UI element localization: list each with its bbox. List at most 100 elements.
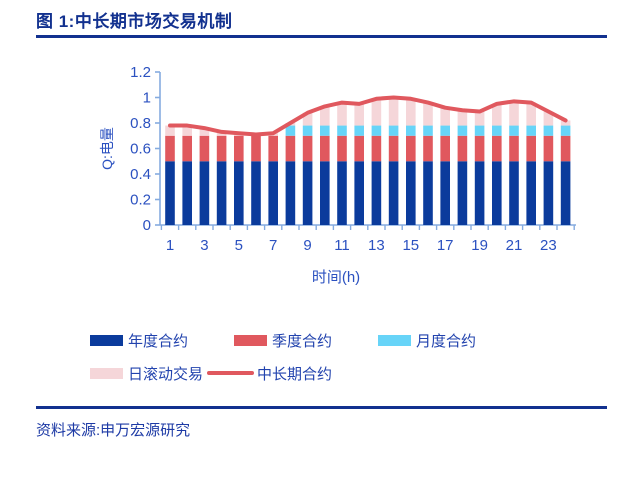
bar-segment-quarterly [199, 135, 210, 162]
bar-segment-daily-rolling [320, 106, 330, 126]
bar-segment-annual [509, 161, 519, 225]
bar-segment-daily-rolling [543, 111, 554, 126]
bar-segment-daily-rolling [337, 102, 347, 126]
y-tick-label: 0.6 [130, 141, 151, 158]
bar-segment-monthly [492, 125, 502, 136]
bar-segment-annual [302, 161, 313, 225]
y-tick-label: 0.8 [130, 115, 151, 132]
bar-segment-annual [440, 161, 450, 225]
bar-segment-annual [474, 161, 485, 225]
x-axis-title: 时间(h) [312, 269, 360, 286]
y-axis-title: Q:电量 [99, 127, 115, 170]
y-tick-label: 1 [143, 90, 151, 107]
bar-segment-monthly [302, 125, 313, 136]
bar-segment-daily-rolling [354, 103, 364, 126]
bar-segment-daily-rolling [406, 98, 416, 126]
legend-row-1: 年度合约 季度合约 月度合约 [0, 329, 642, 351]
bar-segment-quarterly [509, 135, 519, 162]
bar-segment-annual [165, 161, 175, 225]
bar-segment-quarterly [251, 135, 261, 162]
bar-segment-annual [388, 161, 399, 225]
bar-segment-quarterly [526, 135, 536, 162]
y-tick-label: 1.2 [130, 64, 151, 81]
bar-segment-monthly [285, 125, 296, 136]
bar-segment-daily-rolling [492, 103, 502, 126]
title-rule [36, 35, 607, 38]
legend-item-monthly: 月度合约 [378, 330, 476, 351]
bar-segment-monthly [388, 125, 399, 136]
bar-segment-annual [234, 161, 244, 225]
bar-segment-quarterly [371, 135, 382, 162]
x-tick-label: 11 [334, 237, 350, 254]
legend-row-2: 日滚动交易 中长期合约 [0, 362, 642, 384]
chart-area: 0 0.2 0.4 0.6 0.8 1 1.2 1 3 5 7 9 11 13 15 17 19 21 23 时间(h… [0, 60, 642, 298]
bar-segment-monthly [423, 125, 433, 136]
bar-segment-annual [285, 161, 296, 225]
legend-item-annual: 年度合约 [90, 330, 188, 351]
line-series-medium-long-term [168, 95, 568, 137]
bar-segment-quarterly [337, 135, 347, 162]
bar-segment-quarterly [560, 135, 571, 162]
bar-segment-monthly [406, 125, 416, 136]
bar-segment-monthly [543, 125, 554, 136]
bar-segment-quarterly [182, 135, 192, 162]
bar-segment-annual [560, 161, 571, 225]
bar-segment-annual [216, 161, 227, 225]
bar-segment-monthly [560, 125, 571, 136]
legend-label-medium-long-term: 中长期合约 [257, 365, 333, 383]
bar-segment-daily-rolling [509, 101, 519, 126]
legend-item-daily-rolling: 日滚动交易 [90, 363, 203, 384]
legend-swatch-medium-long-term [207, 371, 255, 375]
bar-segment-monthly [526, 125, 536, 136]
bar-segment-annual [423, 161, 433, 225]
bar-segment-monthly [509, 125, 519, 136]
y-tick-label: 0.4 [130, 166, 151, 183]
x-tick-label: 9 [303, 237, 311, 254]
bar-segment-quarterly [457, 135, 468, 162]
bar-segment-quarterly [388, 135, 399, 162]
bar-segment-annual [251, 161, 261, 225]
bar-segment-annual [268, 161, 278, 225]
legend-item-medium-long-term: 中长期合约 [207, 363, 332, 384]
bar-segment-quarterly [354, 135, 364, 162]
legend-swatch-quarterly [234, 334, 268, 346]
bar-segment-daily-rolling [302, 112, 313, 126]
bar-segment-annual [337, 161, 347, 225]
y-tick-label: 0.2 [130, 192, 151, 209]
bar-segment-monthly [354, 125, 364, 136]
bar-segment-monthly [371, 125, 382, 136]
bar-segment-quarterly [268, 135, 278, 162]
legend-label-annual: 年度合约 [128, 332, 189, 350]
legend-swatch-daily-rolling [90, 367, 123, 379]
bar-segment-quarterly [216, 135, 227, 162]
legend-label-monthly: 月度合约 [416, 332, 477, 350]
chart-svg: 00.20.40.60.811.21 3 5 7 9 11 13 15 17 19 21 23时间(h… [99, 64, 576, 286]
x-tick-label: 5 [235, 237, 243, 254]
bar-segment-daily-rolling [526, 102, 536, 126]
bar-segment-daily-rolling [388, 97, 399, 126]
bar-segment-annual [492, 161, 502, 225]
bar-segment-daily-rolling [440, 107, 450, 126]
bar-segment-annual [199, 161, 210, 225]
bar-segment-monthly [457, 125, 468, 136]
bar-segment-daily-rolling [182, 125, 192, 136]
bar-segment-monthly [440, 125, 450, 136]
bar-segment-annual [182, 161, 192, 225]
bar-segment-annual [406, 161, 416, 225]
y-tick-label: 0 [143, 217, 151, 234]
bar-segment-daily-rolling [199, 128, 210, 136]
bar-segment-quarterly [302, 135, 313, 162]
x-tick-label: 23 [540, 237, 557, 254]
bar-segment-quarterly [234, 135, 244, 162]
bar-segment-daily-rolling [474, 111, 485, 126]
bar-segment-monthly [474, 125, 485, 136]
bar-segment-daily-rolling [457, 110, 468, 126]
chart-legend: 年度合约 季度合约 月度合约 日滚动交易 中长期合约 [0, 329, 642, 395]
bar-segment-annual [543, 161, 554, 225]
bar-segment-daily-rolling [165, 125, 175, 136]
bar-segment-daily-rolling [371, 98, 382, 126]
source-text: 资料来源:申万宏源研究 [36, 422, 191, 439]
x-tick-label: 21 [506, 237, 523, 254]
bar-segment-quarterly [285, 135, 296, 162]
